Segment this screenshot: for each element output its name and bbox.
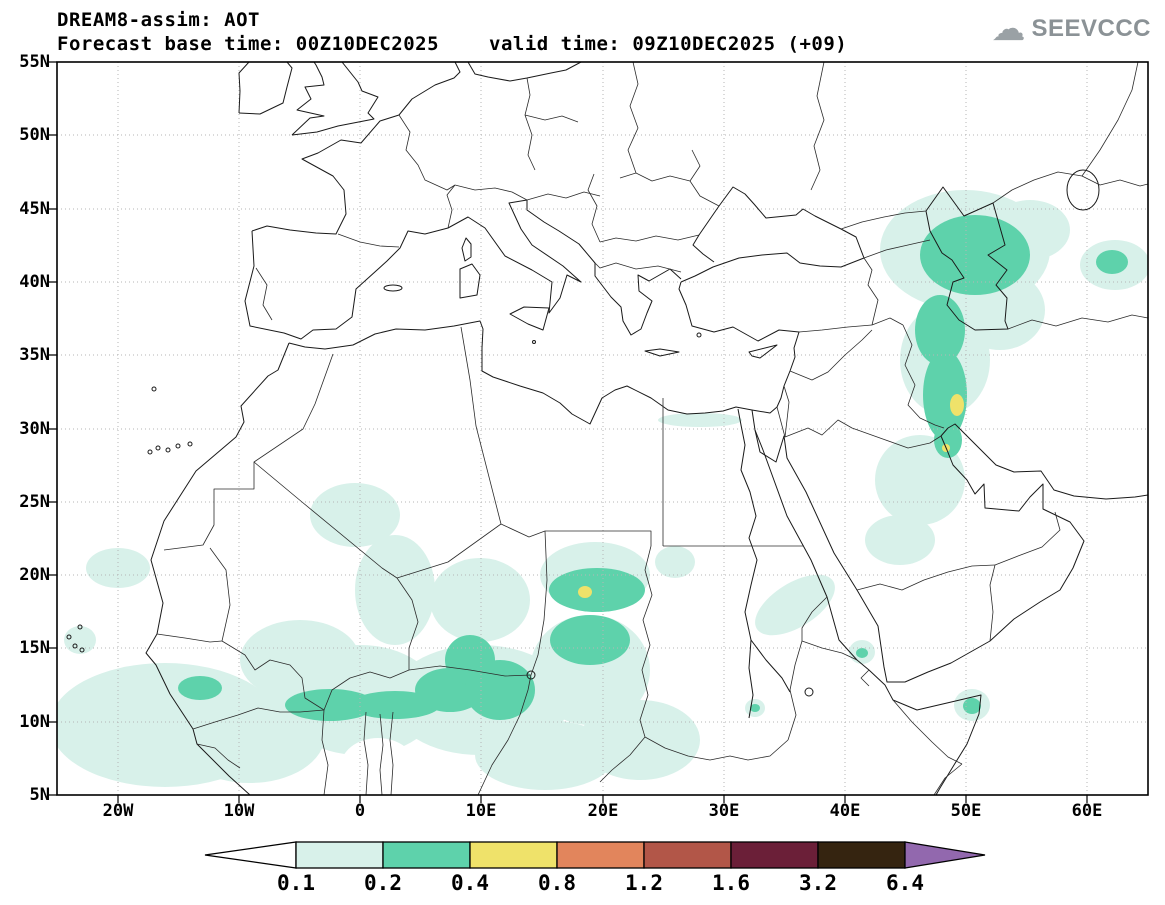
aot-contour-fills <box>57 190 1148 795</box>
lat-label: 55N <box>19 52 50 72</box>
page-title: DREAM8-assim: AOT <box>57 9 260 31</box>
colorbar-seg-1-2 <box>643 841 732 869</box>
colorbar-seg-3-2 <box>817 841 906 869</box>
cloud-icon: ☁ <box>991 9 1026 49</box>
colorbar-above-max-arrow <box>904 841 986 869</box>
aot-fill-level-0-4 <box>578 394 964 598</box>
logo-text: SEEVCCC <box>1031 15 1151 42</box>
map-header: DREAM8-assim: AOT Forecast base time: 00… <box>57 8 847 56</box>
lon-label: 20W <box>102 801 134 821</box>
colorbar-below-min-arrow <box>204 841 297 869</box>
time-subtitle: Forecast base time: 00Z10DEC2025 valid t… <box>57 32 847 56</box>
lat-label: 35N <box>19 345 50 365</box>
legend-tick: 0.1 <box>277 871 315 895</box>
colorbar-seg-0-4 <box>469 841 558 869</box>
lat-label: 30N <box>19 419 50 439</box>
lat-label: 20N <box>19 565 50 585</box>
legend-tick: 1.2 <box>625 871 663 895</box>
lat-label: 45N <box>19 199 50 219</box>
lon-label: 40E <box>829 801 861 821</box>
axis-ticks <box>49 61 1088 803</box>
colorbar <box>204 841 986 869</box>
colorbar-seg-0-8 <box>556 841 645 869</box>
valid-time-label: valid time: 09Z10DEC2025 (+09) <box>489 33 848 55</box>
lon-label: 20E <box>587 801 619 821</box>
lat-label: 15N <box>19 638 50 658</box>
lon-label: 10W <box>223 801 255 821</box>
lon-label: 60E <box>1071 801 1103 821</box>
lon-label: 50E <box>950 801 982 821</box>
colorbar-seg-0-1 <box>295 841 384 869</box>
lat-label: 25N <box>19 492 50 512</box>
lon-label: 30E <box>708 801 740 821</box>
lon-label: 10E <box>465 801 497 821</box>
lat-label: 10N <box>19 712 50 732</box>
legend-tick: 0.2 <box>364 871 402 895</box>
legend-tick: 6.4 <box>886 871 924 895</box>
lat-label: 40N <box>19 272 50 292</box>
base-time-label: Forecast base time: 00Z10DEC2025 <box>57 33 440 55</box>
lon-label: 0 <box>354 801 366 821</box>
legend-tick: 1.6 <box>712 871 750 895</box>
seevccc-logo: ☁ SEEVCCC <box>991 9 1151 49</box>
country-borders <box>156 62 1148 795</box>
colorbar-seg-0-2 <box>382 841 471 869</box>
legend-tick: 0.4 <box>451 871 489 895</box>
lat-label: 50N <box>19 125 50 145</box>
aot-clear-notch <box>340 738 416 795</box>
colorbar-seg-1-6 <box>730 841 819 869</box>
lat-label: 5N <box>29 785 50 805</box>
legend-tick: 3.2 <box>799 871 837 895</box>
coastlines <box>66 62 1148 795</box>
legend-tick: 0.8 <box>538 871 576 895</box>
